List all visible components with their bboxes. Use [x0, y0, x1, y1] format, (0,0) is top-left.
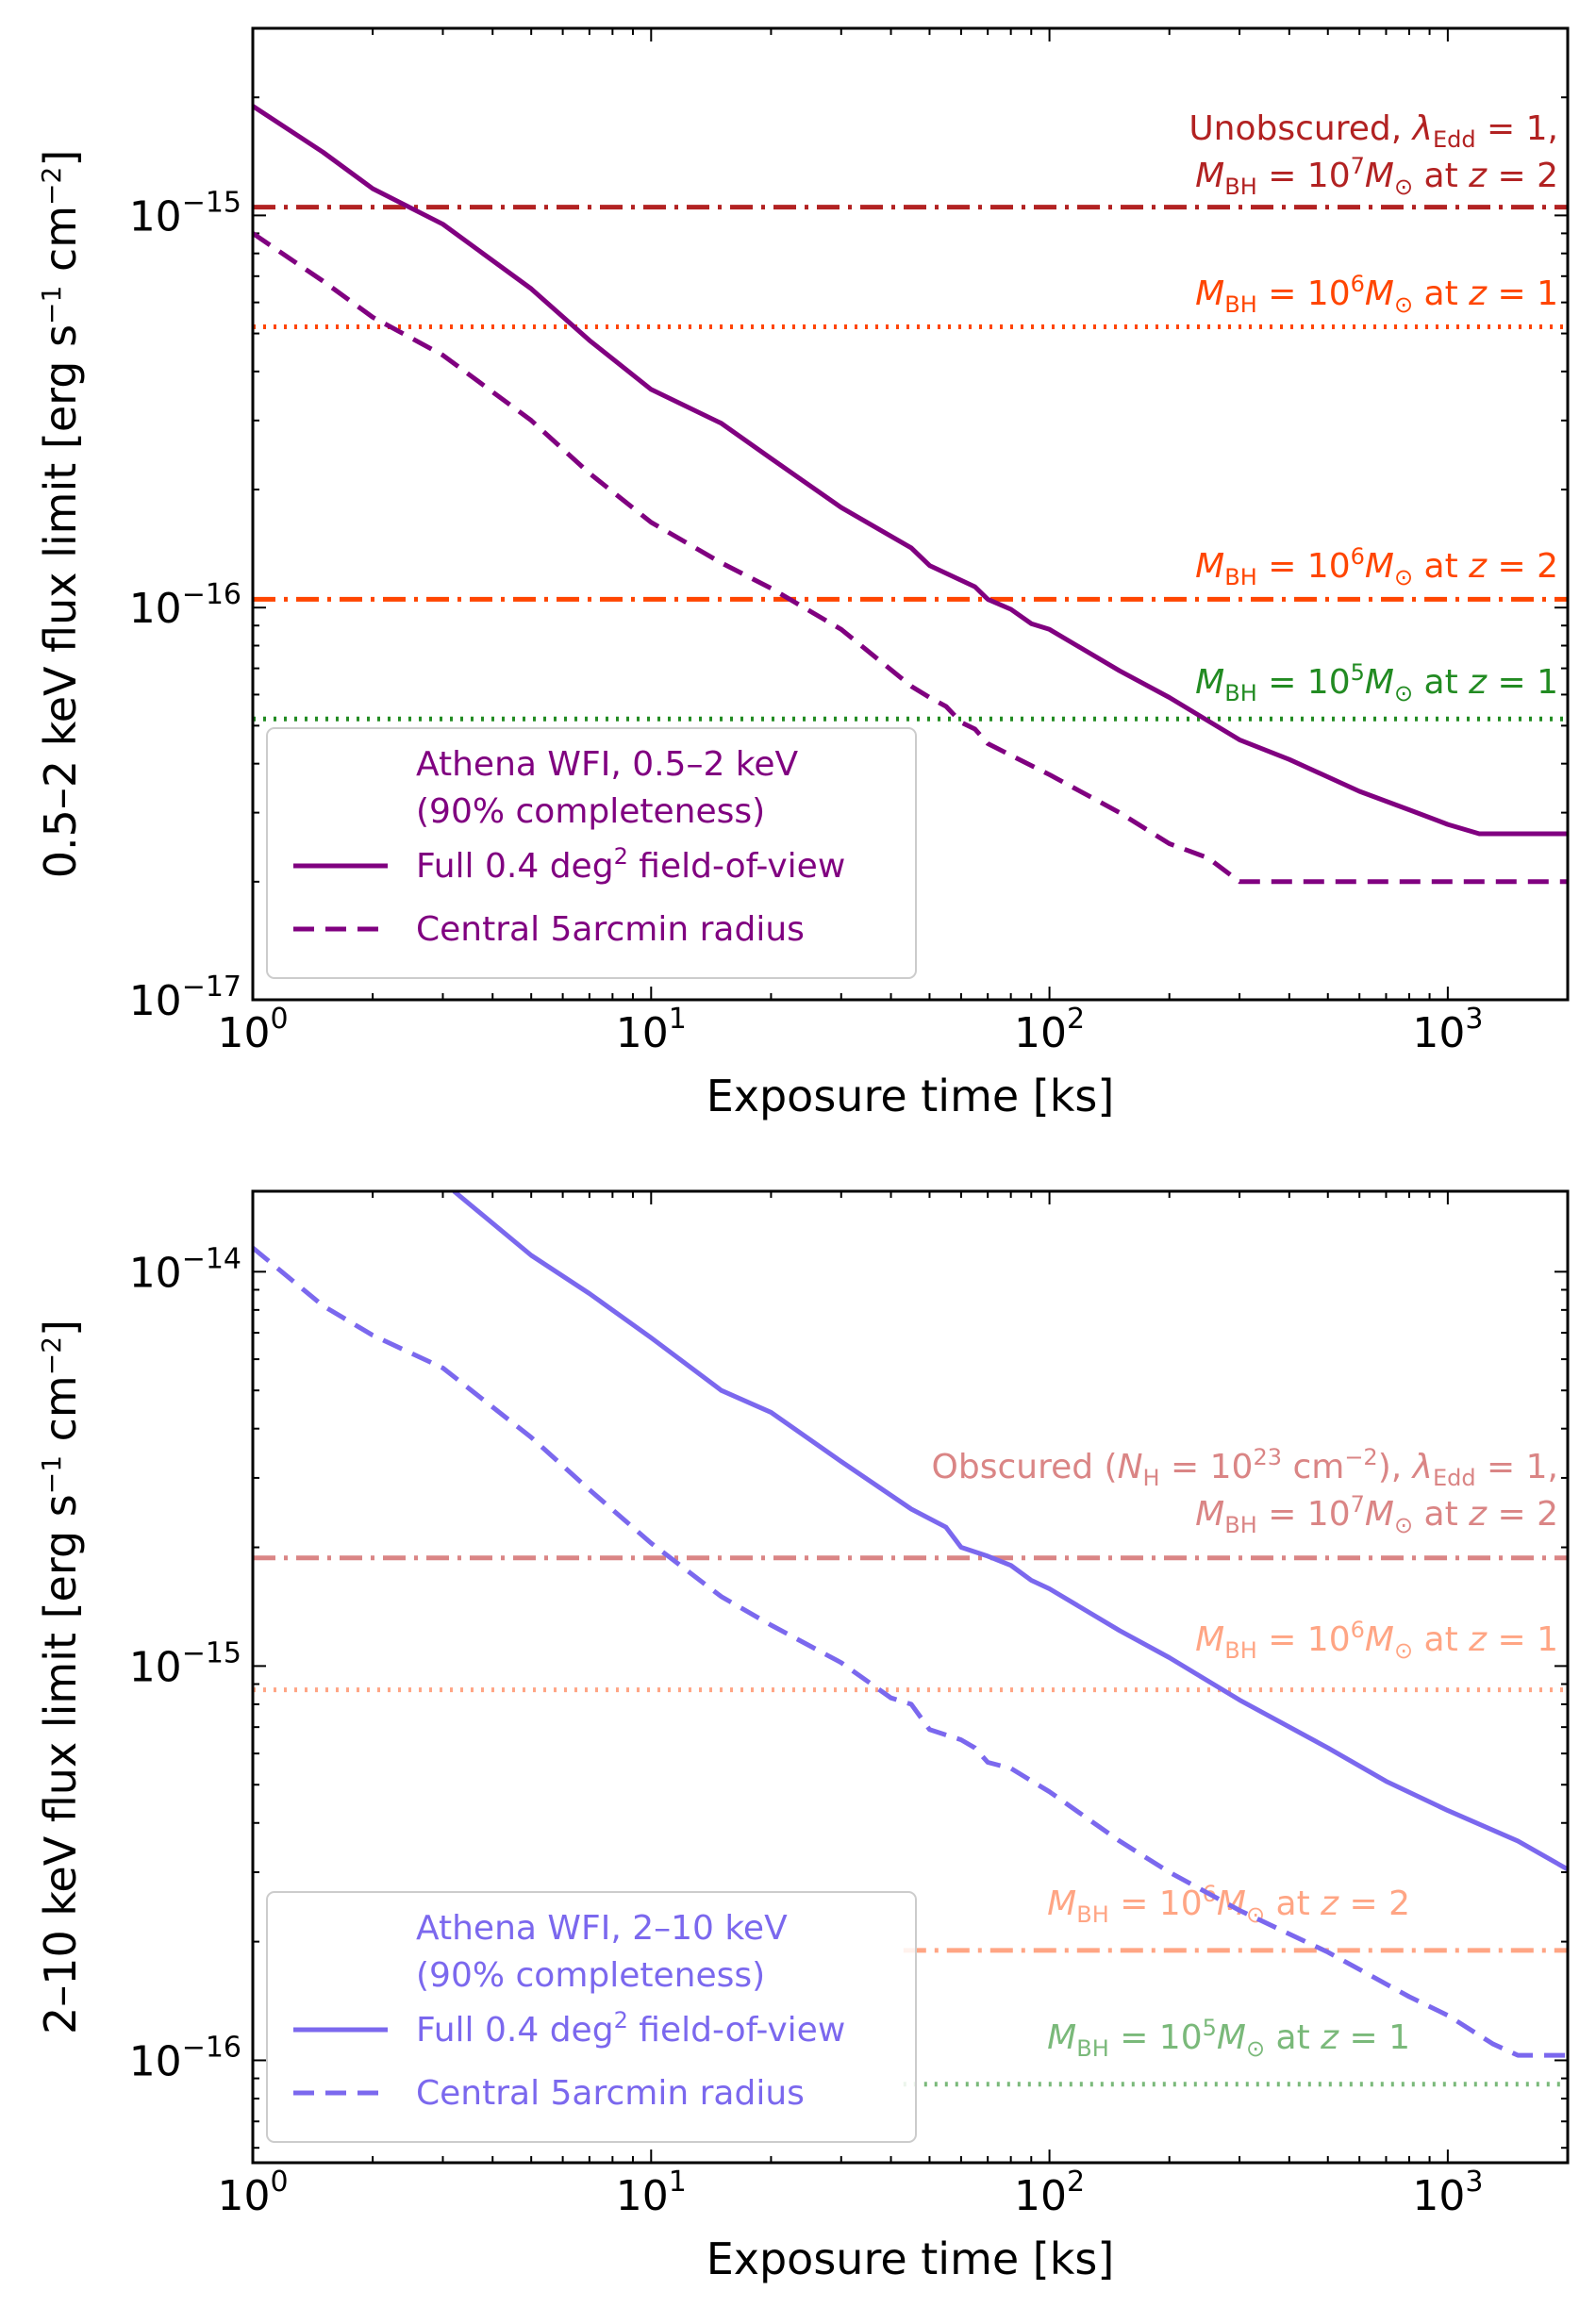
- reference-line-label: MBH = 105M⊙ at z = 1: [1047, 2015, 1410, 2062]
- central-series-line: [253, 1246, 1568, 2058]
- legend-title: Athena WFI, 2–10 keV: [416, 1909, 788, 1948]
- x-tick-label: 102: [1014, 2166, 1085, 2220]
- y-tick-label: 10−16: [129, 578, 241, 633]
- legend: Athena WFI, 0.5–2 keV (90% completeness) F…: [266, 727, 917, 979]
- y-tick-label: 10−15: [129, 186, 241, 241]
- reference-line-label: MBH = 107M⊙ at z = 2: [1195, 153, 1558, 200]
- reference-line-label: MBH = 107M⊙ at z = 2: [1195, 1491, 1558, 1538]
- full-fov-series-line: [452, 1191, 1568, 1872]
- legend: Athena WFI, 2–10 keV (90% completeness) Fu…: [266, 1891, 917, 2143]
- plot-frame: [251, 1189, 1570, 2165]
- legend-frame: [266, 1891, 917, 2143]
- y-tick-label: 10−14: [129, 1242, 241, 1297]
- x-axis-label: Exposure time [ks]: [707, 2233, 1115, 2284]
- plot-frame: [251, 26, 1570, 1002]
- reference-line-label: MBH = 106M⊙ at z = 1: [1195, 271, 1558, 318]
- reference-line-label: Unobscured, λEdd = 1,: [1189, 109, 1558, 153]
- y-tick-label: 10−17: [129, 971, 241, 1025]
- legend-title: Athena WFI, 0.5–2 keV: [416, 745, 799, 784]
- y-axis-label: 2–10 keV flux limit [erg s−1 cm−2]: [35, 1320, 86, 2034]
- x-tick-label: 101: [616, 1003, 687, 1057]
- x-axis-label: Exposure time [ks]: [707, 1071, 1115, 1121]
- legend-entry: Full 0.4 deg2 field-of-view: [416, 843, 845, 886]
- legend-frame: [266, 727, 917, 979]
- x-tick-label: 100: [217, 1003, 288, 1057]
- legend-entry: Central 5arcmin radius: [416, 2074, 805, 2113]
- x-tick-label: 102: [1014, 1003, 1085, 1057]
- full-fov-series-line: [253, 104, 1568, 837]
- x-tick-label: 100: [217, 2166, 288, 2220]
- y-tick-label: 10−15: [129, 1636, 241, 1691]
- y-axis-label: 0.5–2 keV flux limit [erg s−1 cm−2]: [35, 150, 86, 879]
- reference-line-label: MBH = 106M⊙ at z = 1: [1195, 1617, 1558, 1664]
- legend-entry: Central 5arcmin radius: [416, 910, 805, 949]
- central-series-line: [253, 231, 1568, 885]
- x-tick-label: 101: [616, 2166, 687, 2220]
- x-tick-label: 103: [1412, 1003, 1483, 1057]
- reference-line-label: MBH = 106M⊙ at z = 2: [1195, 543, 1558, 590]
- x-tick-label: 103: [1412, 2166, 1483, 2220]
- reference-line-label: Obscured (NH = 1023 cm−2), λEdd = 1,: [932, 1444, 1558, 1491]
- legend-title: (90% completeness): [416, 792, 765, 831]
- reference-line-label: MBH = 106M⊙ at z = 2: [1047, 1881, 1410, 1928]
- legend-entry: Full 0.4 deg2 field-of-view: [416, 2007, 845, 2050]
- y-tick-label: 10−16: [129, 2031, 241, 2085]
- bottom-panel: 100 101 102 103 10−16 10−15 10−14 Exposure time…: [35, 1189, 1570, 2284]
- top-panel: 100 101 102 103 10−17 10−16 10−15 Exposure time…: [35, 26, 1570, 1121]
- reference-line-label: MBH = 105M⊙ at z = 1: [1195, 659, 1558, 706]
- legend-title: (90% completeness): [416, 1956, 765, 1995]
